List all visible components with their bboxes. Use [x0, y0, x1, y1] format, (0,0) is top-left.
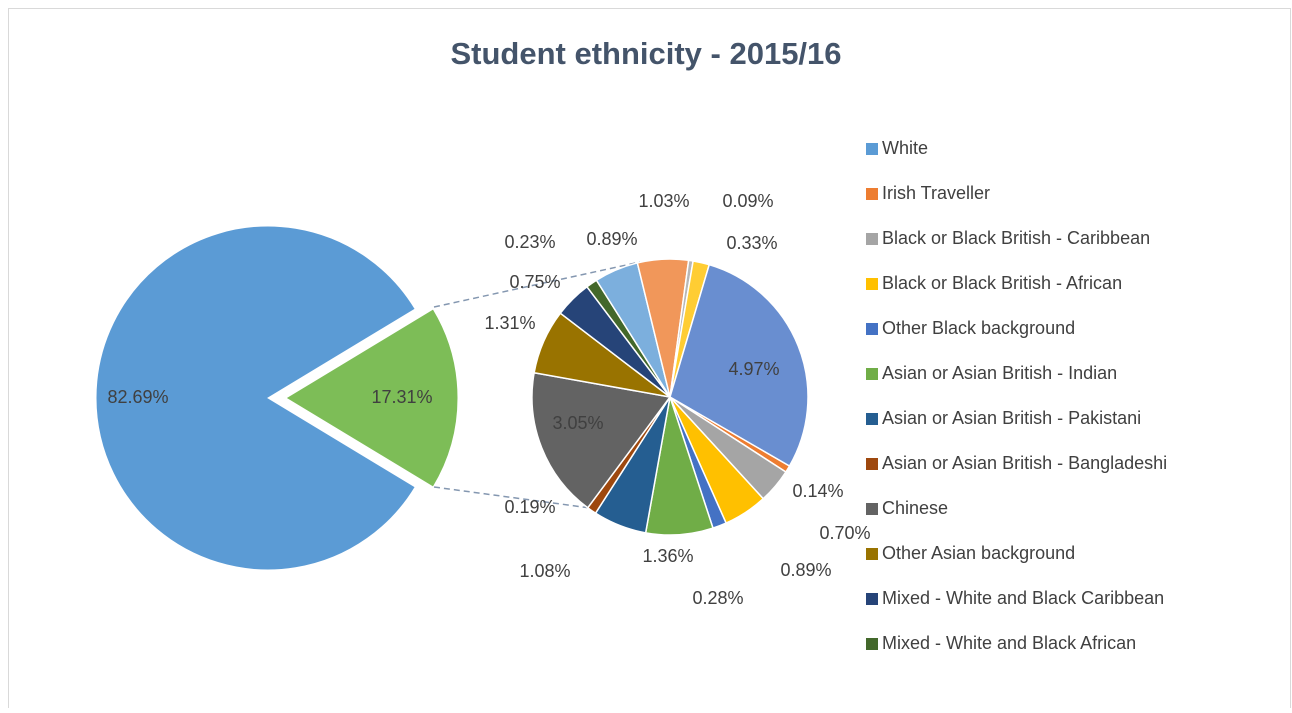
- data-label: 1.08%: [519, 561, 570, 581]
- legend-label: Irish Traveller: [882, 183, 990, 203]
- data-label: 3.05%: [552, 413, 603, 433]
- legend-swatch: [866, 188, 878, 200]
- legend-label: Asian or Asian British - Pakistani: [882, 408, 1141, 428]
- data-label: 0.70%: [819, 523, 870, 543]
- data-label: 0.19%: [504, 497, 555, 517]
- data-label: 82.69%: [107, 387, 168, 407]
- data-label: 0.89%: [780, 560, 831, 580]
- data-label: 0.28%: [692, 588, 743, 608]
- data-label: 1.36%: [642, 546, 693, 566]
- legend-label: Black or Black British - African: [882, 273, 1122, 293]
- legend-label: Asian or Asian British - Indian: [882, 363, 1117, 383]
- data-label: 0.75%: [509, 272, 560, 292]
- legend-swatch: [866, 458, 878, 470]
- chart-title: Student ethnicity - 2015/16: [450, 36, 841, 71]
- legend-label: Chinese: [882, 498, 948, 518]
- legend-swatch: [866, 503, 878, 515]
- legend-swatch: [866, 638, 878, 650]
- legend-swatch: [866, 143, 878, 155]
- data-label: 1.03%: [638, 191, 689, 211]
- legend-swatch: [866, 413, 878, 425]
- data-label: 17.31%: [371, 387, 432, 407]
- data-label: 4.97%: [728, 359, 779, 379]
- legend-label: White: [882, 138, 928, 158]
- legend-label: Asian or Asian British - Bangladeshi: [882, 453, 1167, 473]
- legend-swatch: [866, 368, 878, 380]
- connector-line: [433, 486, 621, 513]
- pie-slice: [285, 308, 459, 488]
- legend-label: Other Asian background: [882, 543, 1075, 563]
- pie-slice: [669, 263, 809, 468]
- data-label: 0.89%: [586, 229, 637, 249]
- legend-swatch: [866, 233, 878, 245]
- data-label: 0.14%: [792, 481, 843, 501]
- legend-label: Black or Black British - Caribbean: [882, 228, 1150, 248]
- data-label: 0.09%: [722, 191, 773, 211]
- legend-swatch: [866, 278, 878, 290]
- legend-swatch: [866, 548, 878, 560]
- legend-label: Other Black background: [882, 318, 1075, 338]
- data-label: 1.31%: [484, 313, 535, 333]
- connector-line: [433, 261, 641, 308]
- pie-slice: [531, 371, 672, 509]
- legend-label: Mixed - White and Black Caribbean: [882, 588, 1164, 608]
- data-label: 0.23%: [504, 232, 555, 252]
- legend-label: Mixed - White and Black African: [882, 633, 1136, 653]
- data-label: 0.33%: [726, 233, 777, 253]
- legend-swatch: [866, 593, 878, 605]
- pie-slice: [95, 225, 416, 571]
- legend-swatch: [866, 323, 878, 335]
